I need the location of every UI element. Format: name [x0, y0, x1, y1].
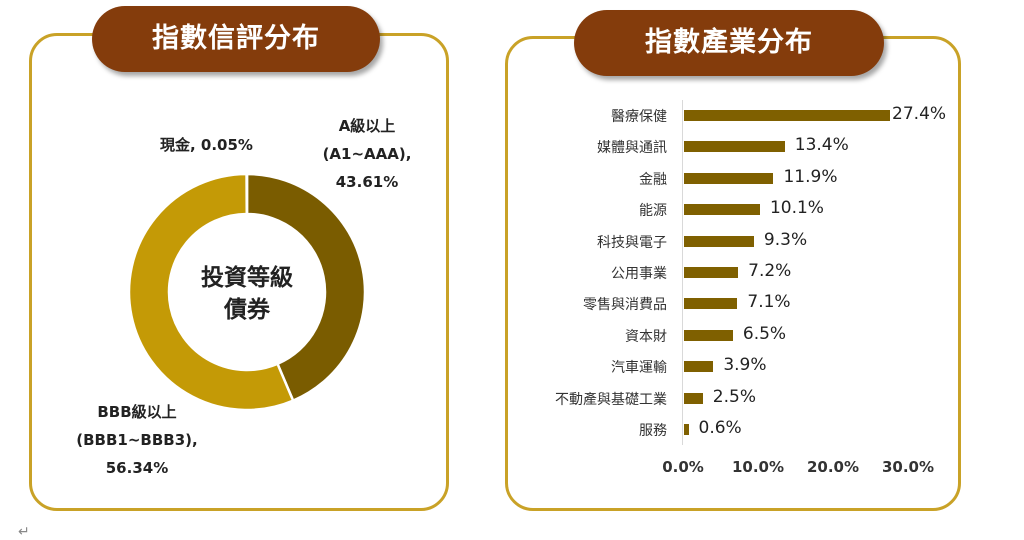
bbb-grade-label: BBB級以上 (BBB1~BBB3), 56.34% — [62, 398, 212, 482]
bar-value-label: 13.4% — [795, 135, 849, 155]
bar-value-label: 10.1% — [770, 198, 824, 218]
bar-value-label: 0.6% — [699, 418, 742, 438]
bar — [684, 141, 785, 152]
category-label: 媒體與通訊 — [597, 137, 667, 157]
category-label: 公用事業 — [611, 263, 667, 283]
bbb-grade-label-value: 56.34% — [62, 454, 212, 482]
cash-label: 現金, 0.05% — [160, 131, 253, 159]
center-label-line1: 投資等級 — [187, 262, 307, 294]
bar-value-label: 2.5% — [713, 387, 756, 407]
category-label: 科技與電子 — [597, 232, 667, 252]
category-label: 零售與消費品 — [583, 294, 667, 314]
bar-value-label: 6.5% — [743, 324, 786, 344]
bar-value-label: 3.9% — [723, 355, 766, 375]
return-mark: ↵ — [18, 524, 30, 540]
industry-title: 指數產業分布 — [574, 10, 884, 76]
credit-rating-title: 指數信評分布 — [92, 6, 380, 72]
x-tick-label: 30.0% — [878, 458, 938, 476]
category-label: 服務 — [639, 420, 667, 440]
bar-value-label: 27.4% — [892, 104, 946, 124]
center-label-line2: 債券 — [187, 294, 307, 326]
bar — [684, 298, 737, 309]
bar — [684, 173, 773, 184]
category-label: 汽車運輸 — [611, 357, 667, 377]
bar — [684, 424, 689, 435]
bar-value-label: 9.3% — [764, 230, 807, 250]
bar — [684, 204, 760, 215]
bar — [684, 110, 890, 121]
a-grade-label-line2: (A1~AAA), — [312, 140, 422, 168]
a-grade-label-line1: A級以上 — [312, 112, 422, 140]
bar — [684, 393, 703, 404]
category-label: 醫療保健 — [611, 106, 667, 126]
a-grade-label: A級以上 (A1~AAA), 43.61% — [312, 112, 422, 196]
bar — [684, 361, 713, 372]
x-tick-label: 20.0% — [803, 458, 863, 476]
bar-value-label: 11.9% — [783, 167, 837, 187]
bar-value-label: 7.2% — [748, 261, 791, 281]
donut-center-label: 投資等級 債券 — [187, 262, 307, 326]
category-label: 不動產與基礎工業 — [555, 389, 667, 409]
bar — [684, 330, 733, 341]
category-label: 能源 — [639, 200, 667, 220]
bbb-grade-label-line2: (BBB1~BBB3), — [62, 426, 212, 454]
category-label: 金融 — [639, 169, 667, 189]
category-label: 資本財 — [625, 326, 667, 346]
bar — [684, 236, 754, 247]
y-axis-line — [682, 100, 683, 445]
x-tick-label: 10.0% — [728, 458, 788, 476]
bar — [684, 267, 738, 278]
x-tick-label: 0.0% — [653, 458, 713, 476]
a-grade-label-value: 43.61% — [312, 168, 422, 196]
bbb-grade-label-line1: BBB級以上 — [62, 398, 212, 426]
bar-value-label: 7.1% — [747, 292, 790, 312]
